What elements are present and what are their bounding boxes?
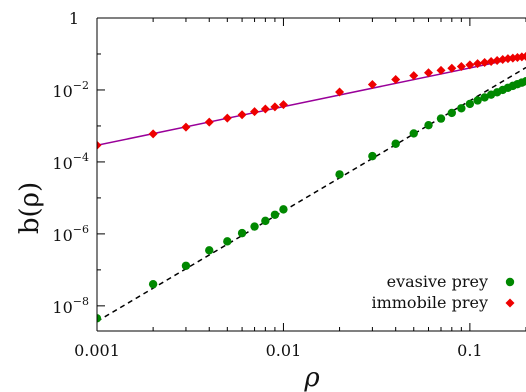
evasive-prey-point [521,77,526,86]
evasive-prey-point [457,104,466,113]
immobile-prey-point [148,129,158,139]
immobile-prey-point [260,104,270,114]
immobile-prey-point [486,56,496,66]
immobile-prey-point [409,71,419,81]
axes [96,17,526,332]
tick-labels: 0.001 0.01 0.1 1 10−2 10−4 10−6 10−8 [52,9,482,360]
evasive-prey-point [391,139,400,148]
y-tick-label: 10−8 [52,295,89,317]
fit-line-immobile [97,55,526,147]
immobile-prey-point [367,79,377,89]
immobile-prey-point [270,102,280,112]
immobile-prey-point [473,59,483,69]
y-tick-label: 1 [69,9,79,28]
y-tick-label: 10−2 [52,79,89,101]
y-axis-title: b(ρ) [15,182,45,234]
x-axis-title: ρ [303,363,320,392]
legend-label-evasive: evasive prey [387,272,488,291]
evasive-prey-point [250,222,259,231]
immobile-prey-point [424,68,434,78]
evasive-prey-point [436,114,446,123]
immobile-prey-point [335,87,345,97]
evasive-prey-point [237,228,247,238]
x-tick-label: 0.1 [457,341,482,360]
legend-label-immobile: immobile prey [371,293,488,312]
evasive-prey-point [465,99,475,109]
immobile-prey-point [492,55,502,65]
evasive-prey-point [205,246,214,255]
evasive-prey-point [335,170,344,179]
immobile-prey-point [278,100,288,110]
x-tick-label: 0.01 [266,341,302,360]
evasive-prey-point [480,93,489,102]
immobile-prey-point [391,75,401,85]
legend-marker-evasive [505,277,515,287]
immobile-prey-point [436,65,446,75]
immobile-prey-point [447,63,457,73]
immobile-prey-point [480,57,490,67]
y-tick-label: 10−4 [52,151,89,173]
evasive-prey-point [261,216,270,226]
evasive-prey-point [447,108,457,118]
evasive-prey-point [181,261,191,270]
evasive-prey-point [223,237,232,246]
evasive-prey-point [97,314,102,323]
evasive-prey-point [270,210,280,219]
immobile-prey-point [521,51,526,61]
evasive-prey-point [424,120,433,130]
immobile-prey-point [222,113,232,123]
x-tick-label: 0.001 [74,341,120,360]
evasive-prey-point [409,129,418,138]
evasive-prey-point [473,96,482,105]
evasive-prey-point [279,205,288,214]
immobile-prey-point [204,117,214,127]
y-tick-label: 10−6 [52,223,89,245]
evasive-prey-point [148,279,158,289]
legend: evasive prey immobile prey [371,272,515,312]
immobile-prey-point [250,107,260,117]
immobile-prey-point [97,140,102,150]
evasive-prey-point [368,151,377,161]
immobile-prey-point [237,110,247,120]
data-points [97,51,526,323]
legend-marker-immobile [505,298,515,308]
immobile-prey-point [181,122,191,132]
immobile-prey-point [456,61,466,71]
immobile-prey-point [465,60,475,70]
